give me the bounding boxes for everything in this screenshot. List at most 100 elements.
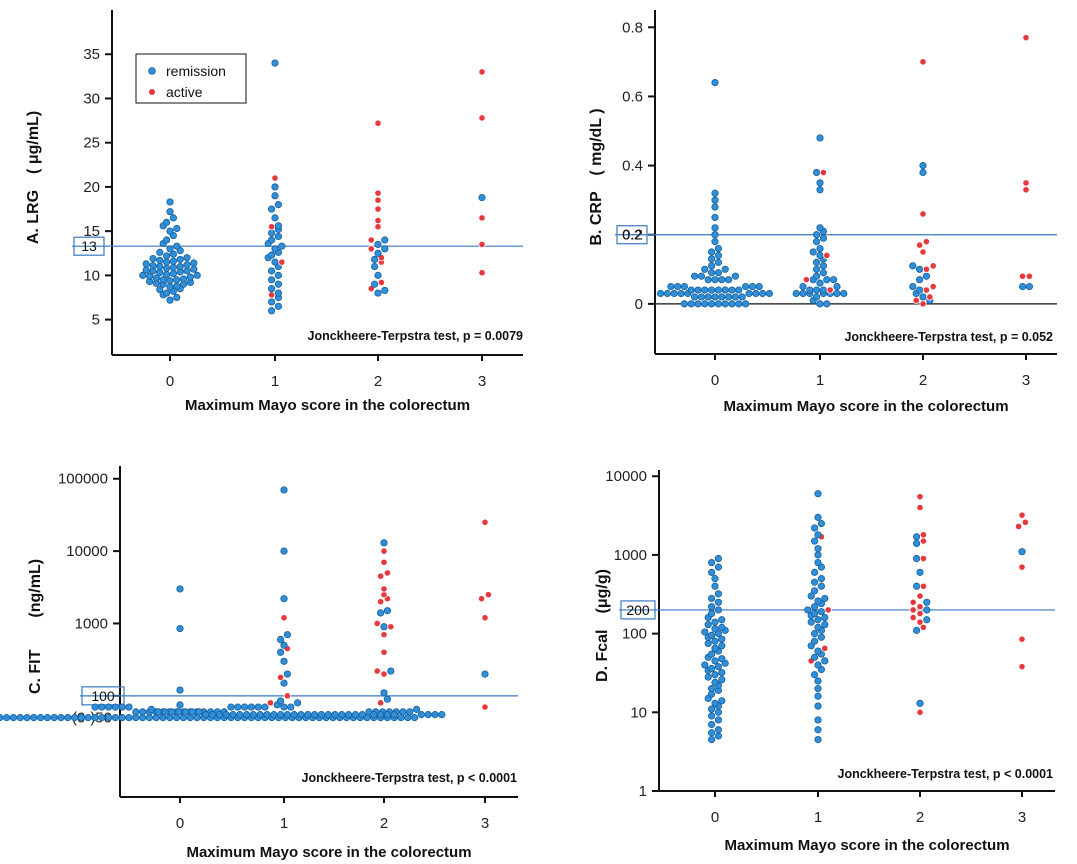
remission-point bbox=[707, 609, 716, 618]
remission-point bbox=[374, 289, 382, 297]
remission-point bbox=[64, 714, 72, 722]
y-tick-label: 10000 bbox=[605, 468, 647, 485]
remission-point bbox=[280, 657, 288, 665]
active-point bbox=[383, 569, 391, 577]
remission-point bbox=[180, 275, 188, 283]
remission-point bbox=[833, 282, 841, 291]
active-point bbox=[276, 673, 285, 681]
remission-point bbox=[163, 252, 171, 260]
remission-point bbox=[810, 587, 819, 595]
remission-point bbox=[380, 689, 388, 697]
remission-point bbox=[383, 711, 391, 719]
remission-point bbox=[833, 289, 841, 298]
remission-point bbox=[721, 300, 729, 308]
remission-point bbox=[711, 293, 719, 301]
remission-point bbox=[370, 262, 379, 271]
remission-point bbox=[156, 269, 164, 277]
active-point bbox=[380, 547, 388, 555]
active-point bbox=[478, 240, 486, 249]
remission-point bbox=[711, 699, 719, 707]
active-point bbox=[481, 518, 489, 526]
active-point bbox=[478, 269, 486, 277]
x-tick-label: 1 bbox=[280, 815, 288, 832]
remission-point bbox=[735, 286, 743, 294]
remission-point bbox=[923, 598, 931, 606]
remission-point bbox=[16, 714, 24, 722]
remission-point bbox=[912, 533, 921, 541]
remission-point bbox=[817, 520, 826, 528]
remission-point bbox=[166, 198, 174, 206]
remission-point bbox=[915, 286, 924, 294]
remission-point bbox=[690, 272, 699, 280]
remission-point bbox=[169, 270, 177, 278]
remission-point bbox=[57, 714, 65, 722]
remission-point bbox=[149, 254, 157, 263]
remission-point bbox=[714, 244, 723, 253]
remission-point bbox=[156, 285, 164, 294]
active-point bbox=[376, 572, 385, 580]
remission-point bbox=[707, 568, 716, 576]
active-point bbox=[283, 692, 291, 700]
remission-point bbox=[173, 224, 181, 233]
remission-point bbox=[431, 711, 439, 719]
y-tick-label: 1000 bbox=[614, 547, 647, 564]
remission-point bbox=[190, 265, 198, 273]
remission-point bbox=[271, 258, 279, 266]
y-tick-label: 30 bbox=[83, 90, 100, 107]
x-tick-label: 0 bbox=[166, 373, 174, 390]
remission-point bbox=[714, 286, 723, 294]
remission-point bbox=[146, 272, 154, 280]
remission-point bbox=[0, 714, 4, 722]
remission-point bbox=[814, 702, 822, 710]
active-point bbox=[919, 210, 927, 218]
x-tick-label: 1 bbox=[271, 373, 279, 390]
remission-point bbox=[374, 249, 382, 257]
remission-point bbox=[711, 618, 719, 626]
remission-point bbox=[152, 274, 160, 282]
active-point bbox=[374, 196, 382, 204]
remission-point bbox=[176, 624, 184, 633]
remission-point bbox=[816, 134, 824, 142]
remission-point bbox=[680, 282, 689, 291]
remission-point bbox=[707, 300, 716, 308]
remission-point bbox=[817, 575, 826, 583]
remission-point bbox=[271, 192, 279, 200]
legend-remission-marker bbox=[148, 67, 156, 75]
remission-point bbox=[169, 263, 177, 272]
remission-point bbox=[799, 282, 807, 291]
remission-point bbox=[166, 245, 174, 253]
remission-point bbox=[714, 663, 723, 671]
active-point bbox=[919, 248, 927, 256]
remission-point bbox=[812, 293, 821, 301]
active-point bbox=[478, 214, 486, 222]
remission-point bbox=[816, 300, 824, 308]
remission-point bbox=[173, 282, 181, 290]
legend-active-label: active bbox=[166, 84, 203, 100]
active-point bbox=[916, 609, 924, 618]
remission-point bbox=[816, 224, 824, 232]
remission-point bbox=[274, 302, 282, 310]
x-axis-label: Maximum Mayo score in the colorectum bbox=[723, 398, 1008, 415]
active-point bbox=[478, 114, 486, 122]
remission-point bbox=[821, 594, 829, 603]
remission-point bbox=[707, 603, 716, 611]
remission-point bbox=[1018, 548, 1026, 556]
remission-point bbox=[707, 705, 716, 713]
active-point bbox=[377, 278, 385, 287]
remission-point bbox=[819, 286, 828, 294]
cutoff-box bbox=[73, 236, 105, 256]
remission-point bbox=[701, 265, 709, 273]
remission-point bbox=[704, 276, 712, 284]
remission-point bbox=[383, 695, 391, 703]
remission-point bbox=[236, 711, 244, 719]
active-point bbox=[367, 245, 375, 253]
remission-point bbox=[370, 711, 378, 719]
remission-point bbox=[168, 708, 176, 716]
active-point bbox=[916, 708, 924, 716]
y-tick-label: 0 bbox=[635, 296, 643, 313]
remission-point bbox=[169, 214, 177, 222]
remission-point bbox=[714, 590, 723, 598]
remission-point bbox=[714, 598, 723, 606]
remission-point bbox=[271, 214, 279, 222]
active-point bbox=[909, 613, 917, 622]
